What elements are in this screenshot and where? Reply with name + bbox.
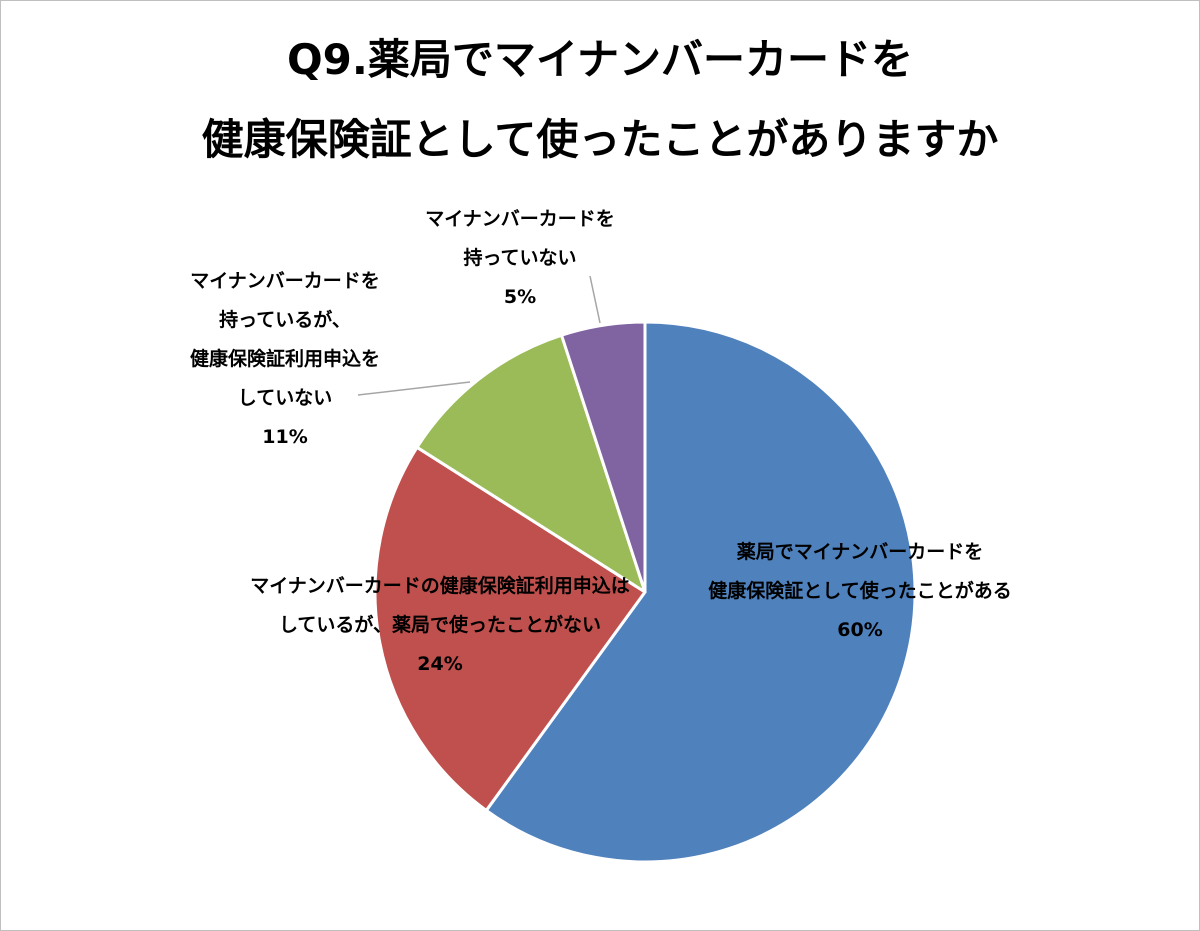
data-label-text: 健康保険証として使ったことがある [708,580,1012,602]
data-label-text: マイナンバーカードを [425,208,615,230]
data-label-slice-1: マイナンバーカードの健康保険証利用申込は しているが、薬局で使ったことがない 2… [200,567,680,684]
data-label-value: 60% [837,619,883,641]
data-label-text: 持っていない [463,247,577,269]
data-label-text: 薬局でマイナンバーカードを [736,541,984,563]
data-label-text: マイナンバーカードの健康保険証利用申込は [250,575,630,597]
data-label-slice-3: マイナンバーカードを 持っていない 5% [380,200,660,317]
chart-title-line-2: 健康保険証として使ったことがありますか [201,115,999,164]
data-label-slice-2: マイナンバーカードを 持っているが、 健康保険証利用申込を していない 11% [140,262,430,457]
pie-slice-1 [373,445,647,812]
leader-line-slice-3 [589,275,601,324]
leader-lines [357,275,601,396]
data-label-text: しているが、薬局で使ったことがない [278,614,602,636]
chart-title-line-1: Q9.薬局でマイナンバーカードを [286,35,914,84]
data-label-text: していない [237,387,333,409]
data-label-value: 11% [262,426,308,448]
data-label-text: マイナンバーカードを [190,270,380,292]
data-label-text: 健康保険証利用申込を [189,348,380,370]
pie-slice-2 [415,333,647,594]
data-label-value: 5% [503,286,537,308]
data-label-slice-0: 薬局でマイナンバーカードを 健康保険証として使ったことがある 60% [660,533,1060,650]
data-label-text: 持っているが、 [219,309,351,331]
pie-slice-0 [484,320,917,864]
leader-line-slice-2 [357,381,471,396]
data-label-value: 24% [417,653,463,675]
pie-slices [373,320,917,864]
pie-slice-3 [560,320,647,594]
